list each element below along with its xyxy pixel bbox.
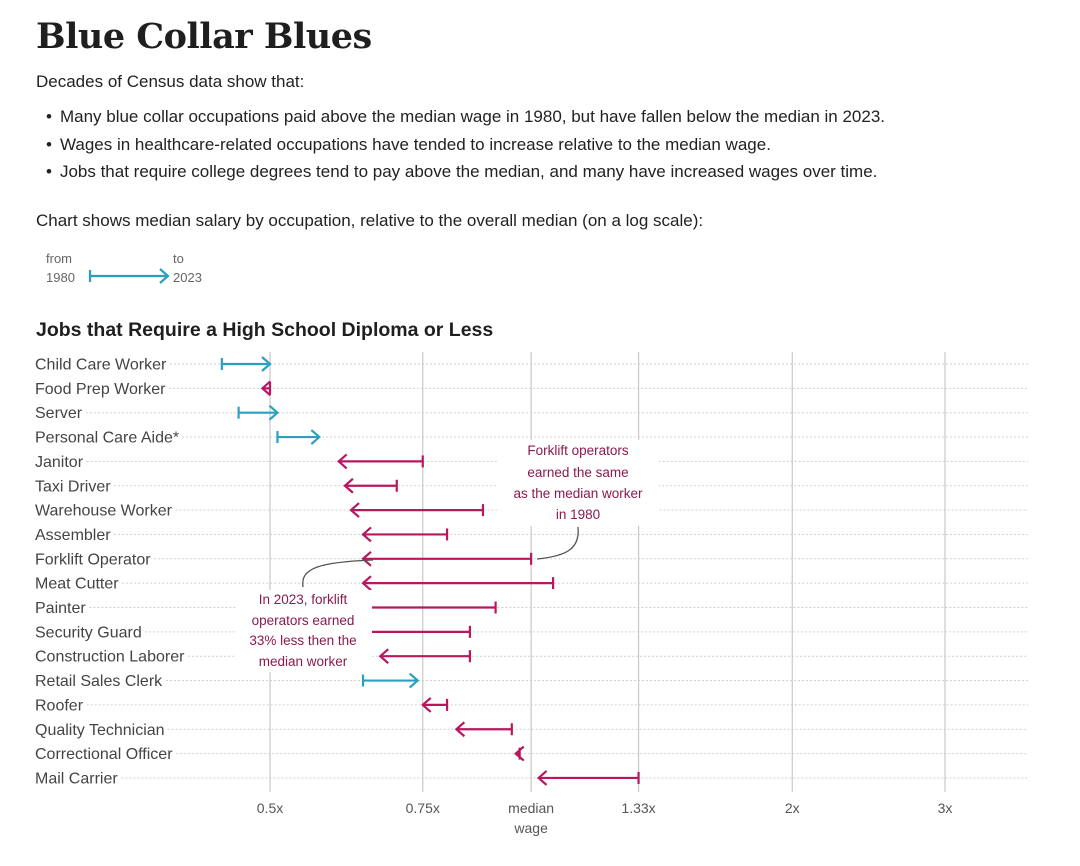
category-label: Roofer [35, 697, 84, 714]
chart-description: Chart shows median salary by occupation,… [36, 211, 704, 230]
key-findings-list: Many blue collar occupations paid above … [46, 103, 885, 186]
annotation-text: Forklift operators [527, 443, 629, 458]
legend-arrow-icon [88, 268, 170, 284]
category-label: Forklift Operator [35, 551, 151, 568]
legend-from-label: from [46, 251, 72, 266]
arrow-head [361, 575, 372, 591]
category-label: Mail Carrier [35, 770, 118, 787]
category-label: Correctional Officer [35, 746, 173, 763]
arrow-head [514, 745, 525, 762]
category-label: Construction Laborer [35, 649, 185, 666]
arrow-head [421, 697, 432, 713]
category-label: Quality Technician [35, 722, 165, 739]
category-label: Security Guard [35, 624, 142, 641]
category-label: Assembler [35, 527, 111, 544]
arrow-head [536, 770, 548, 786]
legend-to: to 2023 [173, 249, 202, 287]
intro-text: Decades of Census data show that: [36, 72, 305, 91]
arrow-head [378, 648, 389, 665]
arrow-head [260, 380, 272, 397]
tick-label: 3x [938, 800, 953, 816]
annotation-text: In 2023, forklift [259, 592, 348, 607]
arrow-head [408, 672, 420, 689]
category-label: Retail Sales Clerk [35, 673, 163, 690]
tick-label: 0.75x [406, 800, 440, 816]
arrow-head [454, 721, 466, 738]
category-label: Janitor [35, 454, 84, 471]
tick-label: 1.33x [621, 800, 655, 816]
annotation-leader [302, 559, 374, 588]
annotation-text: earned the same [527, 465, 628, 480]
category-label: Painter [35, 600, 86, 617]
category-label: Food Prep Worker [35, 381, 166, 398]
finding-bullet: Many blue collar occupations paid above … [46, 103, 885, 131]
legend-from-year: 1980 [46, 270, 75, 285]
annotation-text: median worker [259, 654, 348, 669]
annotation-text: as the median worker [513, 486, 643, 501]
arrow-head [337, 453, 348, 470]
category-label: Server [35, 405, 83, 422]
category-label: Child Care Worker [35, 357, 167, 374]
arrow-head [343, 477, 354, 494]
annotation-text: operators earned [252, 613, 355, 628]
annotation-background [497, 440, 659, 526]
legend-from: from 1980 [46, 249, 75, 287]
page-title: Blue Collar Blues [36, 16, 372, 57]
tick-label: wage [513, 820, 548, 836]
tick-label: 0.5x [257, 800, 283, 816]
annotation-leader [536, 526, 579, 560]
arrow-head [349, 502, 360, 518]
tick-label: 2x [785, 800, 800, 816]
legend-to-label: to [173, 251, 184, 266]
finding-bullet: Wages in healthcare-related occupations … [46, 131, 885, 159]
arrow-head [361, 550, 372, 567]
chart-title: Jobs that Require a High School Diploma … [36, 319, 494, 341]
arrow-head [361, 526, 372, 543]
annotation-background [236, 590, 372, 672]
tick-label: median [508, 800, 554, 816]
annotation-text: in 1980 [556, 507, 600, 522]
arrow-head [261, 356, 272, 372]
arrow-head [310, 429, 322, 445]
category-label: Personal Care Aide* [35, 430, 179, 447]
category-label: Meat Cutter [35, 576, 119, 593]
arrow-head [268, 404, 280, 421]
legend-to-year: 2023 [173, 270, 202, 285]
category-label: Warehouse Worker [35, 503, 173, 520]
annotation-text: 33% less then the [249, 633, 356, 648]
category-label: Taxi Driver [35, 478, 111, 495]
finding-bullet: Jobs that require college degrees tend t… [46, 158, 885, 186]
